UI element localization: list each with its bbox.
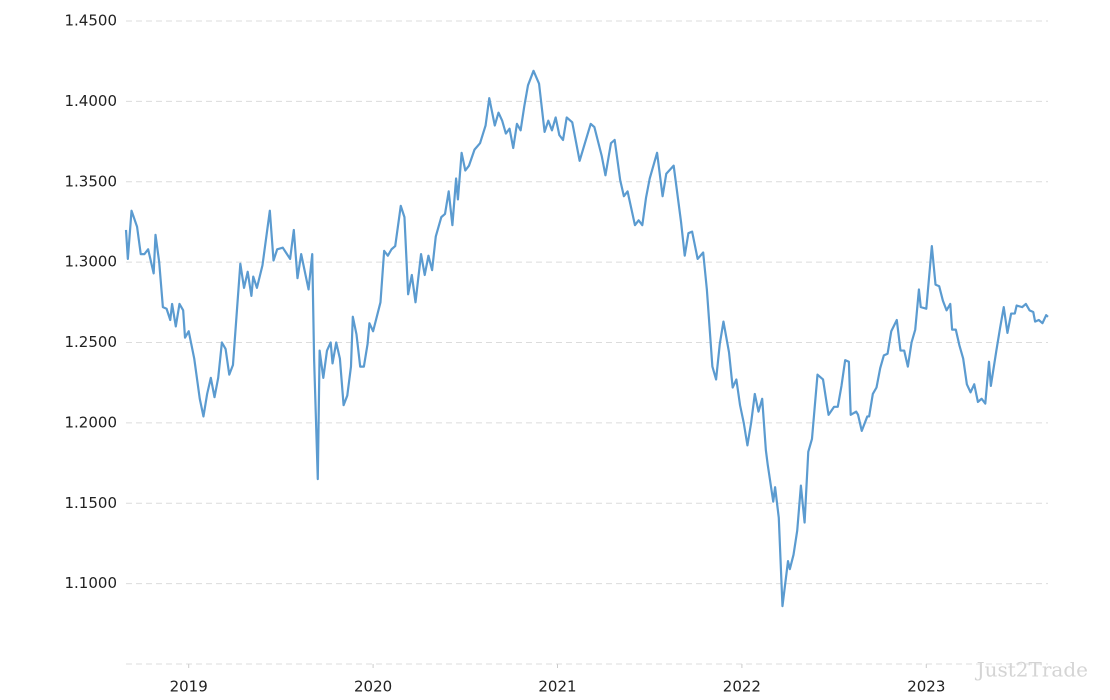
y-tick-label: 1.3500 <box>65 172 118 190</box>
x-tick-label: 2023 <box>907 678 945 696</box>
watermark: Just2Trade <box>975 658 1088 682</box>
y-tick-label: 1.3000 <box>65 253 118 271</box>
y-tick-label: 1.2500 <box>65 333 118 351</box>
y-tick-label: 1.4500 <box>65 12 118 30</box>
y-tick-label: 1.4000 <box>65 92 118 110</box>
series-line <box>124 69 1049 608</box>
x-tick-label: 2022 <box>723 678 761 696</box>
y-tick-label: 1.1000 <box>65 574 118 592</box>
x-tick-label: 2019 <box>170 678 208 696</box>
y-tick-label: 1.1500 <box>65 494 118 512</box>
x-tick-label: 2021 <box>538 678 576 696</box>
x-tick-label: 2020 <box>354 678 392 696</box>
y-tick-label: 1.2000 <box>65 413 118 431</box>
